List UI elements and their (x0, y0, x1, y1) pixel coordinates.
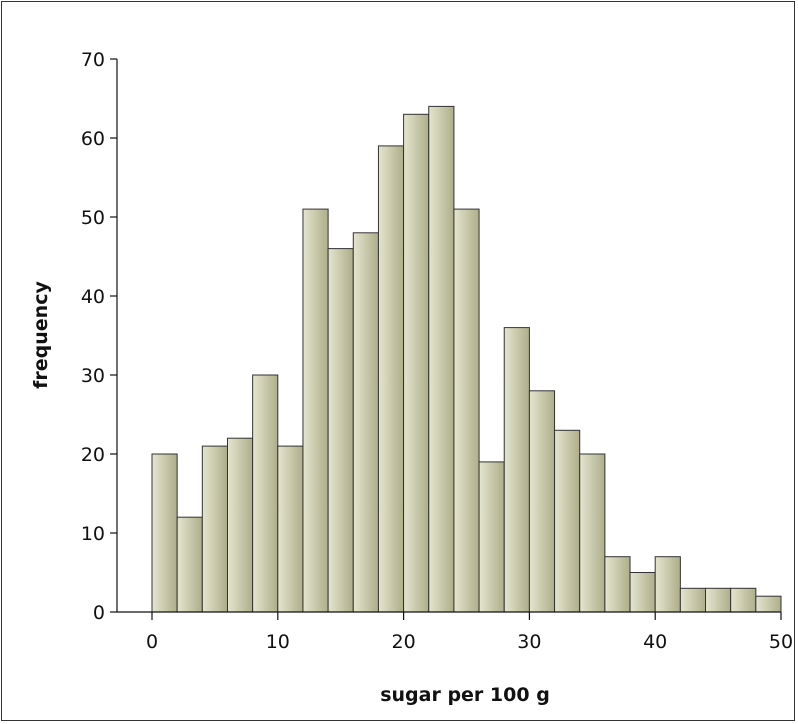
histogram-bar-3 (226, 437, 254, 613)
histogram-bar-10 (403, 113, 430, 613)
x-tick-label-30: 30 (517, 631, 541, 653)
y-axis-title: frequency (30, 281, 52, 389)
histogram-bar-19 (629, 572, 656, 613)
histogram-bar-6 (302, 208, 329, 613)
histogram-bar-7 (327, 248, 354, 613)
axes-group (110, 58, 782, 620)
x-axis-title: sugar per 100 g (380, 684, 550, 706)
histogram-bar-2 (201, 445, 228, 613)
histogram-bar-23 (730, 587, 757, 613)
histogram-bar-22 (705, 587, 732, 613)
x-tick-label-0: 0 (146, 631, 158, 653)
histogram-bar-0 (151, 453, 178, 613)
histogram-bar-9 (377, 145, 405, 613)
histogram-bar-5 (277, 445, 304, 613)
histogram-bar-13 (478, 461, 505, 613)
y-tick-label-10: 10 (81, 523, 105, 545)
x-tick-label-20: 20 (392, 631, 416, 653)
histogram-bar-4 (252, 374, 279, 613)
histogram-bar-15 (528, 390, 556, 613)
histogram-bar-8 (352, 232, 379, 613)
x-tick-label-10: 10 (266, 631, 290, 653)
histogram-bar-21 (679, 587, 707, 613)
histogram-bar-1 (176, 516, 203, 613)
x-tick-label-50: 50 (769, 631, 793, 653)
y-tick-label-50: 50 (81, 207, 105, 229)
histogram-bar-14 (503, 327, 530, 613)
y-tick-label-60: 60 (81, 128, 105, 150)
y-tick-label-0: 0 (93, 602, 105, 624)
x-tick-label-40: 40 (643, 631, 667, 653)
histogram-bar-24 (755, 595, 782, 613)
histogram-bar-20 (654, 556, 681, 613)
y-tick-label-30: 30 (81, 365, 105, 387)
labels-group: 0 10 20 30 40 50 60 70 0 10 20 30 40 50 (81, 49, 793, 653)
y-tick-label-20: 20 (81, 444, 105, 466)
histogram-bar-16 (554, 429, 581, 613)
histogram-bar-17 (579, 453, 606, 613)
histogram-bar-12 (453, 208, 480, 613)
bars-group (151, 105, 782, 613)
histogram-bar-18 (604, 556, 631, 613)
y-tick-label-70: 70 (81, 49, 105, 71)
y-tick-label-40: 40 (81, 286, 105, 308)
histogram-bar-11 (428, 105, 455, 613)
